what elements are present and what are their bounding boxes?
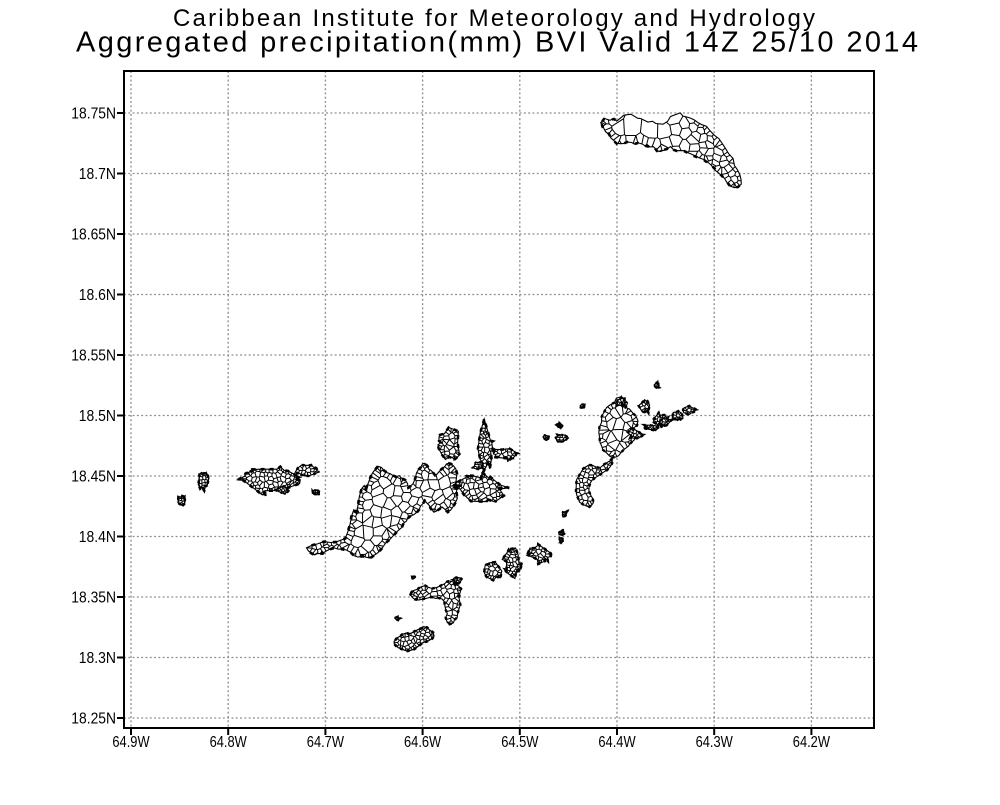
svg-text:18.65N: 18.65N: [71, 227, 116, 244]
svg-text:64.7W: 64.7W: [307, 734, 345, 751]
svg-text:18.6N: 18.6N: [79, 287, 116, 304]
svg-text:18.35N: 18.35N: [71, 590, 116, 607]
svg-text:18.55N: 18.55N: [71, 348, 116, 365]
svg-text:18.75N: 18.75N: [71, 106, 116, 123]
svg-text:64.4W: 64.4W: [598, 734, 636, 751]
svg-text:18.7N: 18.7N: [79, 166, 116, 183]
svg-text:Aggregated precipitation(mm) B: Aggregated precipitation(mm) BVI Valid 1…: [76, 27, 918, 59]
svg-text:18.45N: 18.45N: [71, 469, 116, 486]
svg-text:64.2W: 64.2W: [793, 734, 831, 751]
svg-text:Caribbean Institute for Meteor: Caribbean Institute for Meteorology and …: [173, 5, 815, 32]
svg-text:64.8W: 64.8W: [210, 734, 248, 751]
svg-text:64.3W: 64.3W: [696, 734, 734, 751]
svg-text:18.4N: 18.4N: [79, 529, 116, 546]
svg-text:18.25N: 18.25N: [71, 711, 116, 728]
svg-text:18.3N: 18.3N: [79, 650, 116, 667]
svg-text:64.6W: 64.6W: [404, 734, 442, 751]
svg-text:64.5W: 64.5W: [501, 734, 539, 751]
svg-text:64.9W: 64.9W: [112, 734, 150, 751]
svg-text:18.5N: 18.5N: [79, 408, 116, 425]
